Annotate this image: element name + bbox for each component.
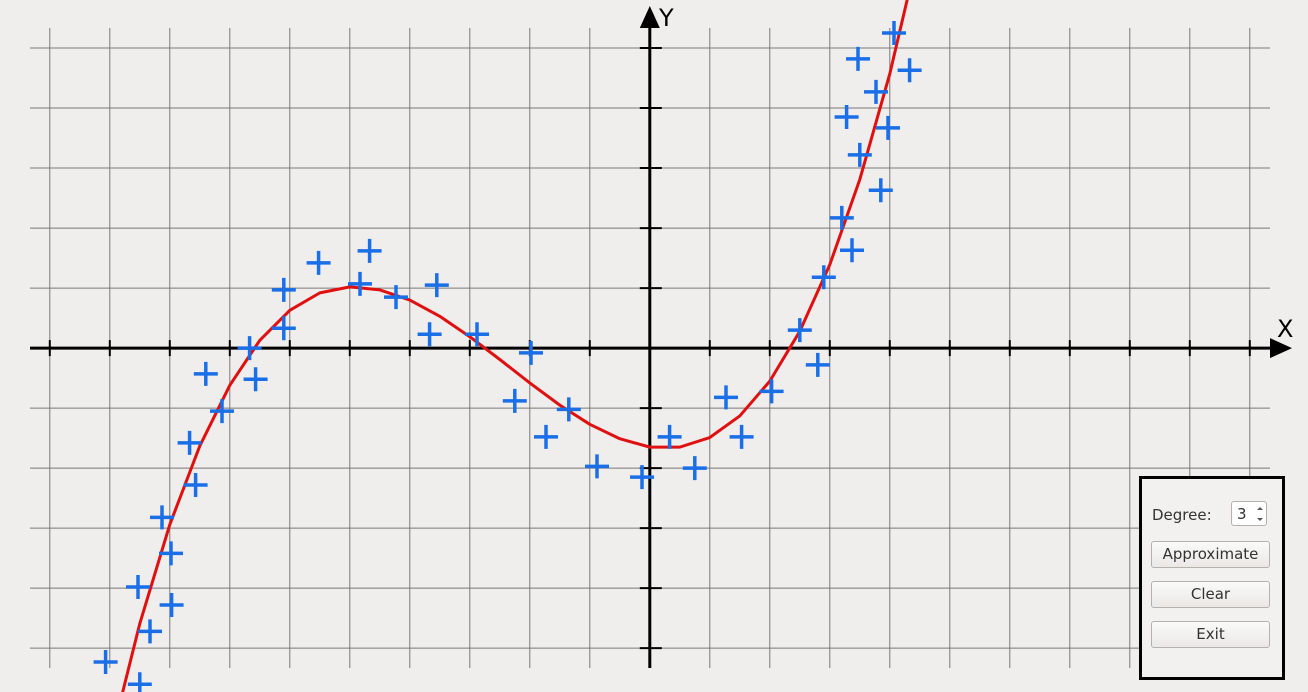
data-point xyxy=(840,238,864,263)
data-point xyxy=(127,672,152,692)
data-point xyxy=(882,21,906,46)
data-point xyxy=(348,271,372,296)
data-point xyxy=(714,385,738,410)
data-point xyxy=(384,285,408,310)
data-point xyxy=(126,574,150,599)
data-point xyxy=(159,592,184,617)
data-point xyxy=(759,379,784,404)
data-point xyxy=(306,250,331,275)
data-point xyxy=(868,178,893,203)
spin-arrows[interactable] xyxy=(1256,504,1264,524)
data-point xyxy=(357,238,382,263)
data-point xyxy=(417,322,442,347)
y-axis-arrow xyxy=(639,6,660,28)
data-point xyxy=(787,318,812,343)
data-point xyxy=(243,367,268,392)
data-point xyxy=(150,505,174,530)
data-point xyxy=(846,46,870,71)
data-point xyxy=(829,205,854,230)
data-point xyxy=(519,340,543,365)
data-point xyxy=(534,424,558,449)
x-axis-label: X xyxy=(1277,315,1293,343)
data-point xyxy=(682,456,707,481)
data-point xyxy=(847,142,872,167)
data-point xyxy=(556,397,581,422)
data-point xyxy=(210,399,234,424)
data-point xyxy=(193,361,218,386)
degree-spinbox[interactable]: 3 xyxy=(1231,501,1267,526)
data-point xyxy=(271,277,296,302)
data-point xyxy=(177,430,202,455)
data-point xyxy=(502,388,527,413)
data-point xyxy=(864,79,888,104)
data-point xyxy=(237,336,262,361)
degree-value: 3 xyxy=(1237,505,1247,523)
degree-label: Degree: xyxy=(1152,506,1212,524)
fit-curve xyxy=(121,0,909,692)
data-point xyxy=(424,273,449,298)
data-point xyxy=(805,352,830,377)
plot-area xyxy=(93,0,922,692)
data-point xyxy=(657,424,682,449)
data-point xyxy=(159,541,183,566)
data-point xyxy=(630,465,654,490)
y-axis-label: Y xyxy=(658,4,674,32)
clear-button[interactable]: Clear xyxy=(1151,581,1270,608)
data-point xyxy=(729,424,754,449)
data-point xyxy=(183,472,208,497)
control-panel: Degree: 3 Approximate Clear Exit xyxy=(1139,476,1285,680)
data-point xyxy=(811,265,836,290)
data-point xyxy=(897,58,922,83)
x-axis-arrow xyxy=(1270,338,1292,359)
exit-button[interactable]: Exit xyxy=(1151,621,1270,648)
data-point xyxy=(138,619,162,644)
approximate-button[interactable]: Approximate xyxy=(1151,541,1270,568)
data-point xyxy=(834,105,859,130)
data-point xyxy=(465,322,489,347)
data-point xyxy=(93,649,118,674)
data-point xyxy=(271,316,296,341)
data-point xyxy=(876,115,900,140)
data-point xyxy=(585,454,609,479)
